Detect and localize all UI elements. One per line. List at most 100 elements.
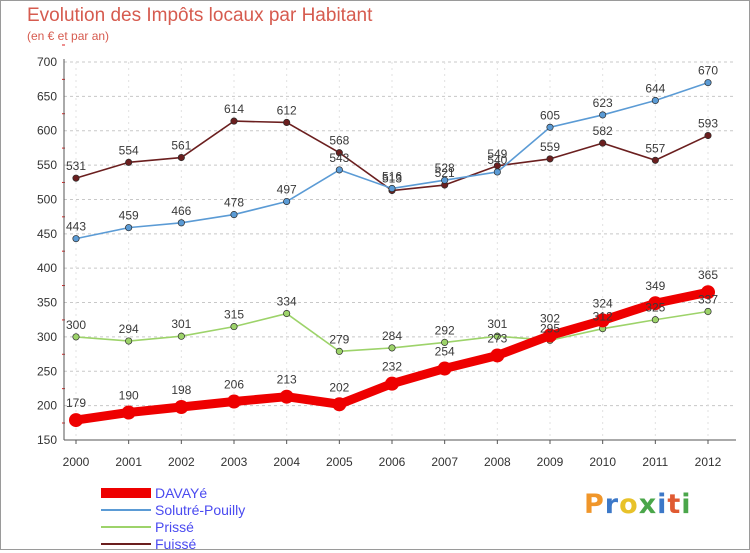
data-point-solutr-pouilly	[335, 166, 343, 174]
data-point-fuiss-	[335, 149, 343, 157]
data-point-solutr-pouilly	[546, 123, 554, 131]
x-tick-label: 2002	[168, 455, 195, 469]
data-label-priss-: 292	[435, 323, 455, 337]
data-point-priss-	[441, 338, 449, 346]
data-point-priss-	[177, 332, 185, 340]
data-point-priss-	[493, 332, 501, 340]
data-point-solutr-pouilly	[125, 224, 133, 232]
data-point-davay-	[69, 413, 83, 428]
data-point-davay-	[490, 348, 505, 363]
data-label-davay-: 198	[171, 383, 191, 397]
data-point-fuiss-	[704, 131, 712, 140]
data-label-solutr-pouilly: 528	[435, 161, 455, 175]
data-point-solutr-pouilly	[493, 168, 501, 176]
data-label-priss-: 334	[277, 295, 297, 309]
x-tick-label: 2012	[695, 455, 722, 469]
data-label-solutr-pouilly: 478	[224, 196, 244, 210]
data-label-davay-: 302	[540, 312, 560, 326]
y-tick-label: 300	[37, 330, 57, 344]
data-label-solutr-pouilly: 459	[119, 209, 139, 223]
data-point-davay-	[701, 285, 715, 300]
data-label-solutr-pouilly: 497	[277, 183, 297, 197]
data-point-fuiss-	[230, 117, 238, 125]
data-label-solutr-pouilly: 516	[382, 169, 402, 183]
data-label-davay-: 190	[119, 389, 139, 403]
data-point-fuiss-	[177, 153, 185, 162]
data-point-fuiss-	[651, 156, 659, 164]
data-point-priss-	[651, 316, 659, 324]
y-tick-label: 400	[37, 261, 57, 275]
data-label-davay-: 365	[698, 268, 718, 282]
data-point-davay-	[648, 296, 663, 311]
data-point-davay-	[332, 397, 347, 412]
data-point-priss-	[704, 307, 712, 316]
data-point-davay-	[385, 376, 399, 391]
data-label-fuiss-: 513	[382, 172, 402, 186]
data-label-fuiss-: 557	[645, 141, 665, 155]
x-tick-label: 2001	[115, 455, 142, 469]
data-point-davay-	[543, 328, 557, 343]
line-chart: 150 200 250 300 350 400 450 500 550 600 650 700 2000…	[37, 44, 736, 469]
data-label-priss-: 315	[224, 308, 244, 322]
y-tick-label: 150	[37, 433, 57, 447]
data-point-fuiss-	[546, 155, 554, 163]
y-tick-label: 500	[37, 192, 57, 206]
data-label-davay-: 349	[645, 279, 665, 293]
data-point-davay-	[174, 400, 189, 415]
data-label-davay-: 206	[224, 378, 244, 392]
y-tick-label: 250	[37, 364, 57, 378]
data-label-priss-: 279	[329, 332, 349, 346]
data-point-davay-	[279, 389, 294, 404]
x-tick-label: 2008	[484, 455, 511, 469]
x-tick-label: 2003	[221, 455, 248, 469]
data-label-solutr-pouilly: 670	[698, 64, 718, 78]
data-point-priss-	[230, 323, 238, 331]
x-tick-label: 2005	[326, 455, 353, 469]
legend-label: Fuissé	[155, 536, 197, 552]
logo-letter: o	[619, 489, 639, 520]
data-point-priss-	[283, 309, 291, 318]
legend-swatch	[101, 509, 151, 511]
data-point-fuiss-	[72, 174, 80, 182]
data-label-davay-: 254	[435, 345, 455, 359]
y-tick-label: 200	[37, 399, 57, 413]
x-tick-label: 2000	[63, 455, 90, 469]
data-point-priss-	[125, 337, 133, 345]
data-point-solutr-pouilly	[177, 219, 185, 227]
data-label-fuiss-: 554	[119, 143, 139, 157]
data-label-davay-: 324	[593, 296, 613, 310]
logo-letter: i	[681, 489, 692, 520]
data-label-priss-: 284	[382, 329, 402, 343]
data-label-davay-: 202	[329, 380, 349, 394]
data-point-davay-	[437, 361, 452, 376]
data-label-fuiss-: 549	[487, 147, 507, 161]
data-label-solutr-pouilly: 644	[645, 81, 665, 95]
data-label-fuiss-: 614	[224, 102, 244, 116]
data-point-fuiss-	[283, 118, 291, 127]
data-point-davay-	[227, 394, 241, 409]
data-label-fuiss-: 612	[277, 103, 297, 117]
legend-swatch	[101, 526, 151, 528]
data-label-priss-: 295	[540, 321, 560, 335]
y-tick-label: 350	[37, 296, 57, 310]
x-tick-label: 2006	[379, 455, 406, 469]
data-label-davay-: 273	[487, 331, 507, 345]
data-label-priss-: 294	[119, 322, 139, 336]
x-tick-label: 2010	[589, 455, 616, 469]
data-label-solutr-pouilly: 540	[487, 153, 507, 167]
data-label-davay-: 213	[277, 373, 297, 387]
logo-letter: P	[584, 489, 605, 520]
data-label-priss-: 300	[66, 318, 86, 332]
logo-letter: t	[667, 489, 682, 520]
data-label-fuiss-: 531	[66, 159, 86, 173]
legend-swatch	[101, 543, 151, 545]
x-tick-label: 2011	[642, 455, 668, 469]
data-label-fuiss-: 561	[171, 139, 191, 153]
data-label-solutr-pouilly: 466	[171, 204, 191, 218]
data-label-priss-: 312	[593, 310, 613, 324]
logo-letter: x	[638, 489, 658, 520]
legend-label: Prissé	[155, 519, 194, 535]
data-labels: 531 554 561 614 612 568 513 521 549 559 582 557 593 4…	[66, 64, 718, 410]
data-label-fuiss-: 559	[540, 140, 560, 154]
data-point-solutr-pouilly	[283, 197, 291, 206]
